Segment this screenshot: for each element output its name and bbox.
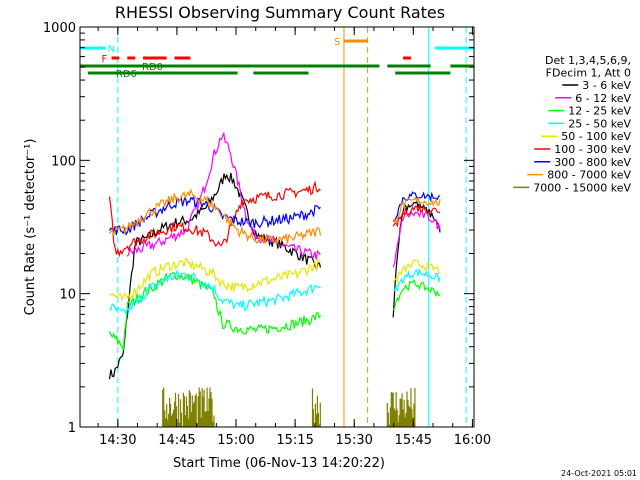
flag-label-n: N <box>108 44 115 55</box>
x-tick-label-2: 15:00 <box>217 433 254 448</box>
legend-entry-2: 12 - 25 keV <box>568 105 631 118</box>
olive-spikes-1 <box>311 388 321 427</box>
legend-entry-0: 3 - 6 keV <box>582 79 631 92</box>
legend-entry-3: 25 - 50 keV <box>568 117 631 130</box>
olive-spikes-0 <box>162 387 215 427</box>
flag-label-rd6: RD6 <box>116 69 137 80</box>
footer-date: 24-Oct-2021 05:01 <box>561 469 637 478</box>
x-tick-label-6: 16:00 <box>454 433 491 448</box>
legend: Det 1,3,4,5,6,9,FDecim 1, Att 03 - 6 keV… <box>513 54 631 194</box>
legend-entry-4: 50 - 100 keV <box>561 130 631 143</box>
axes: 1 10 100 1000 14:30 14:45 15:00 15:15 15:30 15:45… <box>43 21 491 448</box>
plot-area: NF S RD0 RD6 <box>79 27 474 427</box>
legend-header-1: FDecim 1, Att 0 <box>546 67 631 80</box>
legend-entry-6: 300 - 800 keV <box>554 156 631 169</box>
y-tick-label-2: 100 <box>51 154 76 169</box>
x-tick-label-5: 15:45 <box>395 433 432 448</box>
series-line-2 <box>108 271 322 351</box>
y-tick-label-0: 1 <box>68 421 76 436</box>
series-line-1 <box>126 131 321 260</box>
legend-entry-5: 100 - 300 keV <box>554 143 631 156</box>
plot-frame <box>79 26 475 428</box>
flag-label-s: S <box>334 37 340 48</box>
series-line-7 <box>109 188 322 245</box>
y-tick-label-3: 1000 <box>43 21 76 36</box>
series-segment-1 <box>392 210 441 268</box>
x-tick-label-0: 14:30 <box>99 433 136 448</box>
olive-spikes-2 <box>386 388 416 427</box>
x-tick-label-1: 14:45 <box>158 433 195 448</box>
series-segment-3 <box>392 267 441 292</box>
legend-entry-7: 800 - 7000 keV <box>547 169 631 182</box>
series-line-0 <box>108 172 322 380</box>
flag-label-rd0: RD0 <box>142 62 163 73</box>
series-line-4 <box>109 257 321 302</box>
series-segment-5 <box>392 204 441 228</box>
series-line-5 <box>108 180 321 258</box>
x-tick-label-4: 15:30 <box>335 433 372 448</box>
series-line-3 <box>109 269 321 316</box>
x-axis-label: Start Time (06-Nov-13 14:20:22) <box>173 456 385 471</box>
chart-title: RHESSI Observing Summary Count Rates <box>115 3 445 22</box>
flag-label-f: F <box>102 54 108 65</box>
series-segment-2 <box>392 278 441 311</box>
legend-header-0: Det 1,3,4,5,6,9, <box>545 54 631 67</box>
y-axis-label: Count Rate (s⁻¹ detector⁻¹) <box>23 139 38 316</box>
series-segment-7 <box>392 196 441 224</box>
legend-entry-1: 6 - 12 keV <box>575 92 631 105</box>
y-tick-label-1: 10 <box>59 288 76 303</box>
x-tick-label-3: 15:15 <box>276 433 313 448</box>
series-line-6 <box>108 194 321 236</box>
series-segment-4 <box>392 259 441 283</box>
legend-entry-8: 7000 - 15000 keV <box>533 181 631 194</box>
